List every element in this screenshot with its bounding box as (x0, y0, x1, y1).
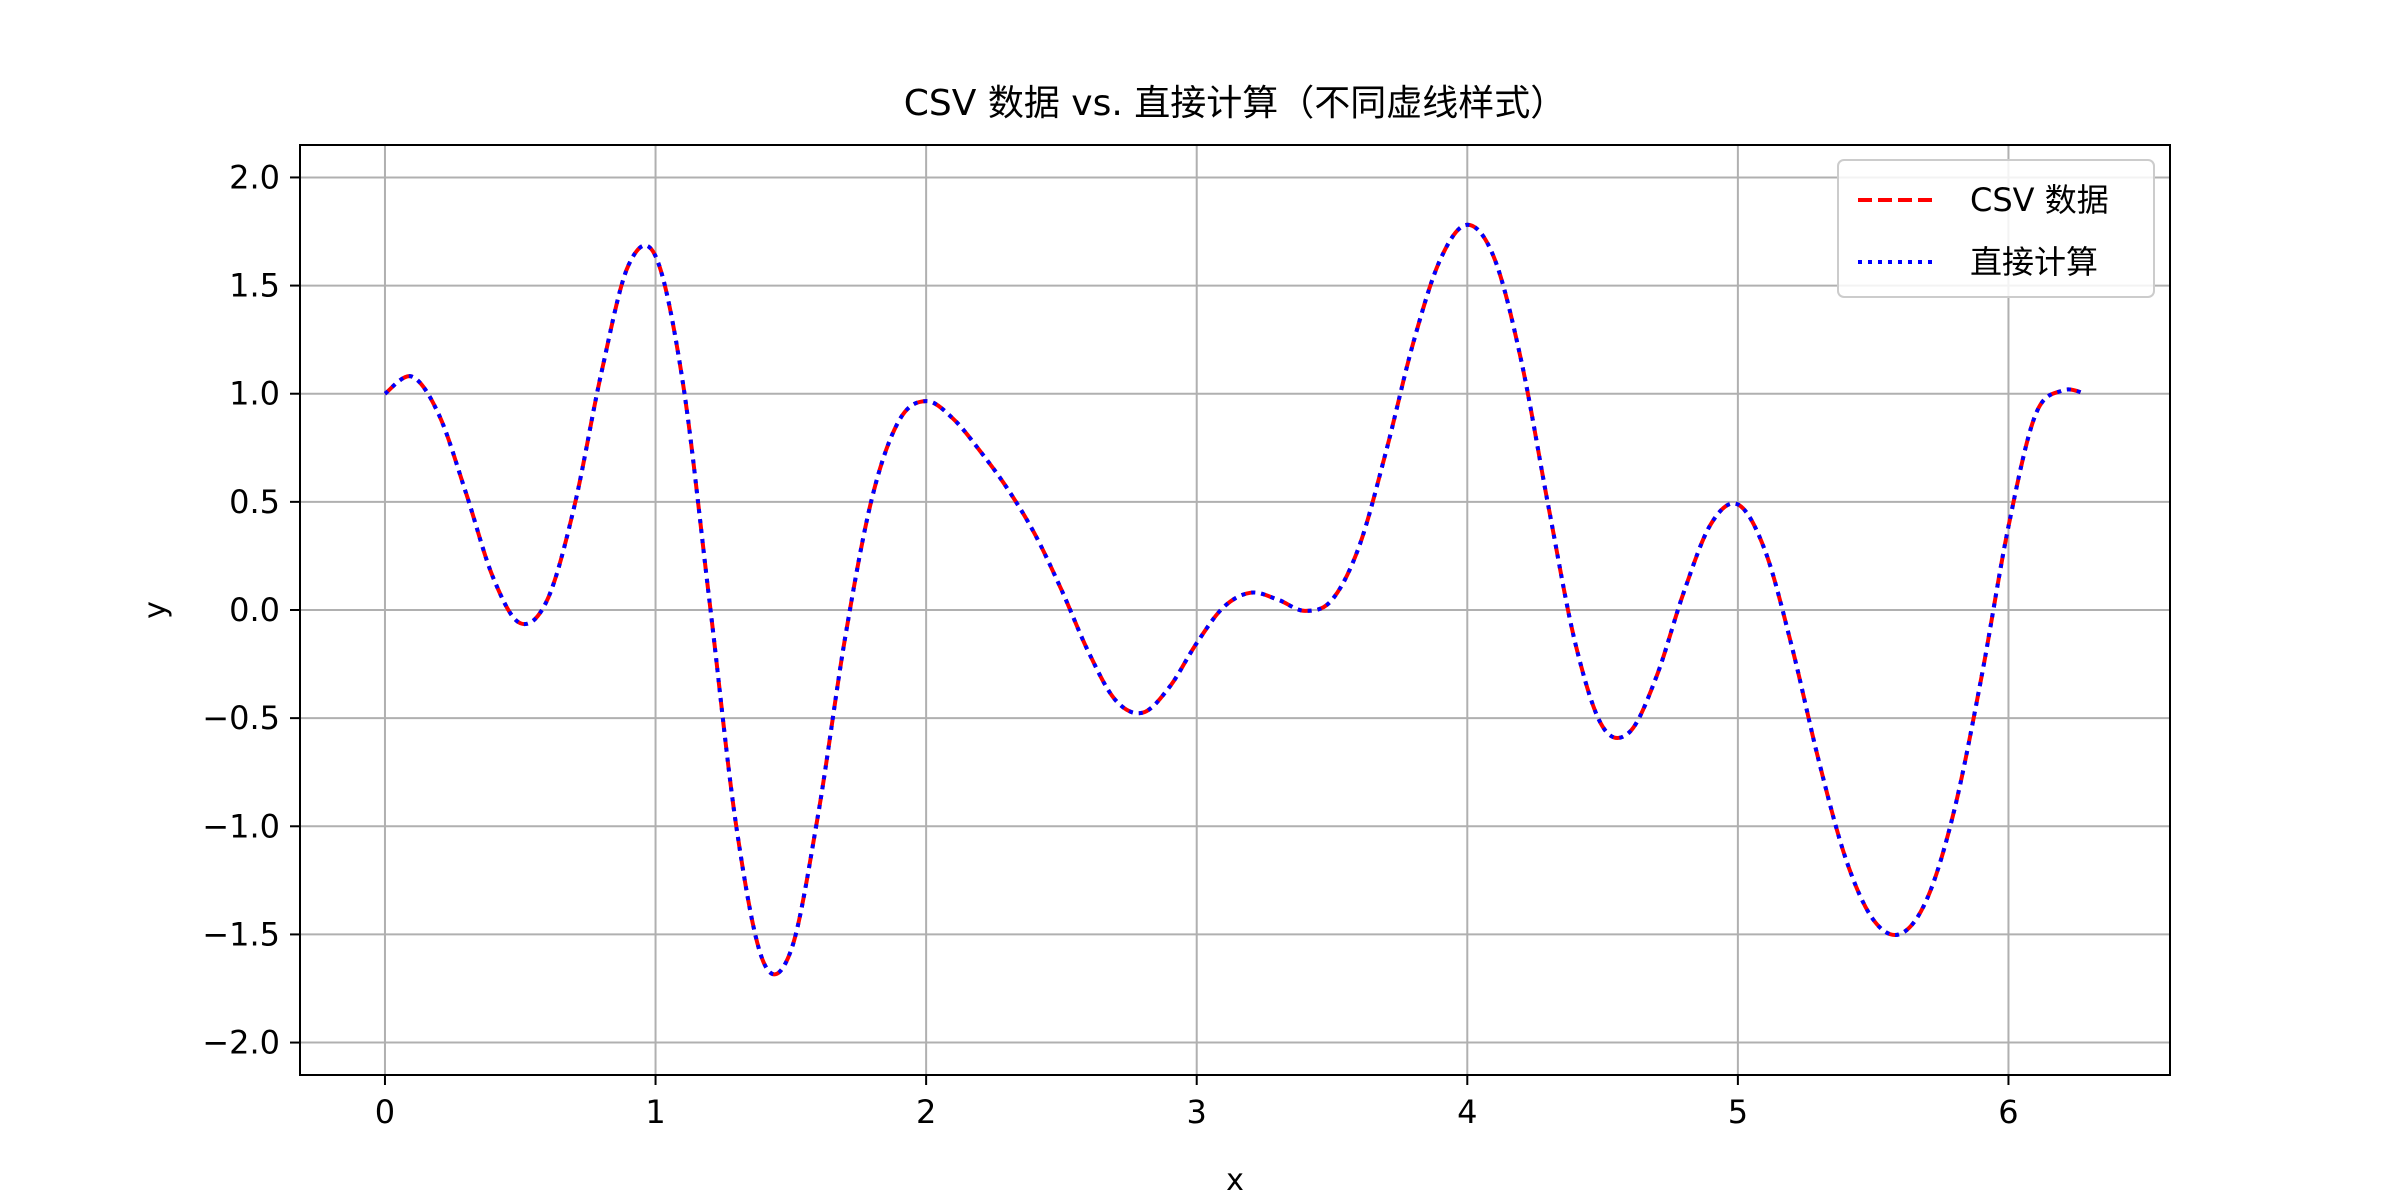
y-tick-label: −1.5 (202, 915, 280, 953)
y-tick-label: 1.5 (229, 267, 280, 305)
grid (300, 145, 2170, 1075)
legend-label-csv: CSV 数据 (1970, 181, 2109, 219)
y-tick-label: −0.5 (202, 699, 280, 737)
x-tick-label: 5 (1728, 1093, 1748, 1131)
y-axis-label: y (138, 601, 173, 619)
y-tick-label: −1.0 (202, 807, 280, 845)
x-tick-label: 0 (375, 1093, 395, 1131)
y-tick-label: −2.0 (202, 1024, 280, 1062)
y-tick-label: 0.0 (229, 591, 280, 629)
series-line-csv (383, 222, 2086, 977)
legend: CSV 数据 直接计算 (1837, 159, 2155, 298)
legend-label-direct: 直接计算 (1970, 243, 2098, 281)
legend-box (1837, 159, 2155, 298)
x-tick-label: 1 (645, 1093, 665, 1131)
x-axis-label: x (1226, 1163, 1244, 1198)
y-tick-label: 2.0 (229, 158, 280, 196)
x-tick-label: 4 (1457, 1093, 1477, 1131)
y-tick-label: 1.0 (229, 375, 280, 413)
series-lines (383, 222, 2086, 977)
x-tick-label: 2 (916, 1093, 936, 1131)
axis-ticks: 0 1 2 3 4 5 6 2.0 1.5 1.0 0.5 0.0 −0.5 −1.0 −1.5 −2.0 (202, 158, 2018, 1131)
x-tick-label: 6 (1998, 1093, 2018, 1131)
x-tick-label: 3 (1187, 1093, 1207, 1131)
chart-title: CSV 数据 vs. 直接计算（不同虚线样式） (904, 83, 1566, 124)
y-tick-label: 0.5 (229, 483, 280, 521)
